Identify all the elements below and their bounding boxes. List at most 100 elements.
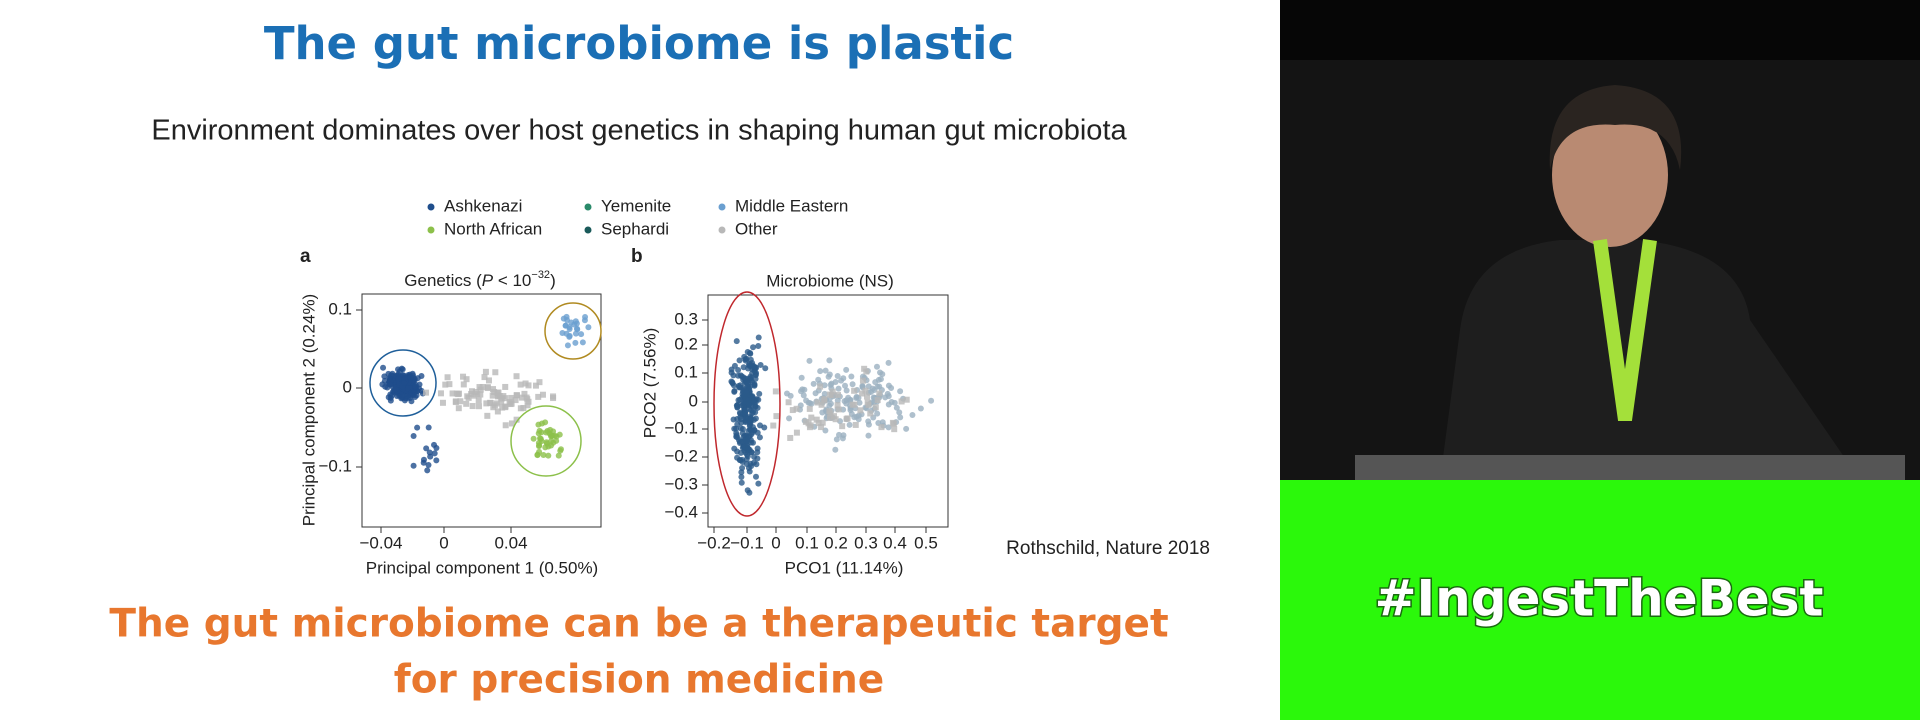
scatter-mark	[834, 397, 841, 404]
scatter-mark	[524, 402, 531, 409]
x-tick-label: 0.2	[824, 533, 848, 552]
scatter-mark	[513, 392, 520, 399]
scatter-mark	[736, 457, 743, 464]
x-tick-label: −0.04	[359, 533, 402, 552]
scatter-mark	[418, 372, 425, 379]
x-tick-label: 0	[439, 533, 448, 552]
x-tick-label: 0.3	[854, 533, 878, 552]
scatter-mark	[536, 427, 543, 434]
scatter-mark	[862, 387, 869, 394]
scatter-mark	[491, 388, 498, 395]
scatter-mark	[750, 344, 757, 351]
scatter-mark	[728, 378, 735, 385]
podium	[1355, 455, 1905, 480]
scatter-mark	[736, 357, 743, 364]
scatter-mark	[559, 329, 566, 336]
scatter-mark	[477, 386, 484, 393]
scatter-mark	[885, 401, 892, 408]
scatter-mark	[787, 392, 794, 399]
scatter-mark	[786, 415, 793, 422]
scatter-mark	[502, 383, 509, 390]
plot-frame	[707, 294, 949, 528]
scatter-mark	[819, 419, 826, 426]
highlight	[544, 302, 602, 360]
scatter-mark	[852, 421, 859, 428]
scatter-mark	[483, 400, 490, 407]
scatter-mark	[808, 414, 815, 421]
scatter-mark	[520, 404, 527, 411]
scatter-mark	[874, 397, 881, 404]
scatter-mark	[738, 474, 745, 481]
scatter-mark	[873, 363, 880, 370]
x-axis-label: Principal component 1 (0.50%)	[366, 558, 598, 577]
y-tick-label: 0	[689, 391, 698, 410]
scatter-mark	[876, 390, 883, 397]
legend-label: Sephardi	[601, 219, 669, 238]
y-tick-label: −0.1	[664, 418, 698, 437]
scatter-mark	[834, 402, 841, 409]
scatter-mark	[566, 332, 573, 339]
scatter-mark	[806, 405, 813, 412]
scatter-mark	[839, 423, 846, 430]
scatter-mark	[745, 381, 752, 388]
legend-swatch	[427, 226, 435, 234]
scatter-mark	[743, 396, 750, 403]
slide-title: The gut microbiome is plastic	[264, 17, 1014, 70]
y-axis-label: Principal component 2 (0.24%)	[299, 294, 318, 526]
scatter-mark	[803, 397, 810, 404]
y-tick-label: −0.4	[664, 502, 698, 521]
scatter-mark	[903, 396, 910, 403]
scatter-mark	[410, 374, 417, 381]
panel-letter: b	[631, 246, 643, 267]
scatter-mark	[743, 456, 750, 463]
scatter-mark	[487, 399, 494, 406]
scatter-mark	[917, 405, 924, 412]
scatter-mark	[865, 421, 872, 428]
scatter-mark	[856, 399, 863, 406]
panel-title: Genetics (P < 10−32)	[404, 269, 555, 291]
scatter-mark	[787, 434, 794, 441]
scatter-mark	[818, 424, 825, 431]
scatter-mark	[481, 374, 488, 381]
scatter-mark	[772, 388, 779, 395]
scatter-mark	[747, 407, 754, 414]
scatter-mark	[530, 435, 537, 442]
scatter-mark	[851, 401, 858, 408]
conclusion-line: for precision medicine	[394, 658, 884, 703]
speaker-hair	[1549, 85, 1682, 170]
scatter-mark	[743, 390, 750, 397]
scatter-mark	[806, 357, 813, 364]
scatter-mark	[757, 361, 764, 368]
scatter-mark	[733, 338, 740, 345]
scatter-mark	[525, 398, 532, 405]
scatter-mark	[835, 391, 842, 398]
scatter-mark	[477, 391, 484, 398]
scatter-mark	[740, 364, 747, 371]
slide	[0, 0, 1280, 720]
scatter-mark	[557, 446, 564, 453]
scatter-mark	[498, 395, 505, 402]
figure: a b Genetics (P < 10−32) Microbiome (NS)…	[299, 196, 949, 577]
legend-swatch	[584, 226, 592, 234]
scatter-mark	[817, 368, 824, 375]
speaker-face	[1552, 103, 1668, 247]
scatter-mark	[810, 380, 817, 387]
scatter-mark	[731, 362, 738, 369]
scatter-mark	[815, 376, 822, 383]
scatter-mark	[750, 363, 757, 370]
scatter-mark	[867, 410, 874, 417]
scatter-mark	[738, 479, 745, 486]
scatter-mark	[439, 399, 446, 406]
scatter-mark	[737, 438, 744, 445]
scatter-mark	[508, 394, 515, 401]
scatter-mark	[857, 407, 864, 414]
scatter-mark	[888, 384, 895, 391]
x-tick-label: 0.04	[494, 533, 527, 552]
panel-title: Microbiome (NS)	[766, 271, 894, 290]
scatter-mark	[453, 390, 460, 397]
scatter-mark	[513, 373, 520, 380]
scatter-mark	[507, 401, 514, 408]
scatter-mark	[770, 422, 777, 429]
scatter-mark	[517, 381, 524, 388]
scatter-mark	[865, 401, 872, 408]
